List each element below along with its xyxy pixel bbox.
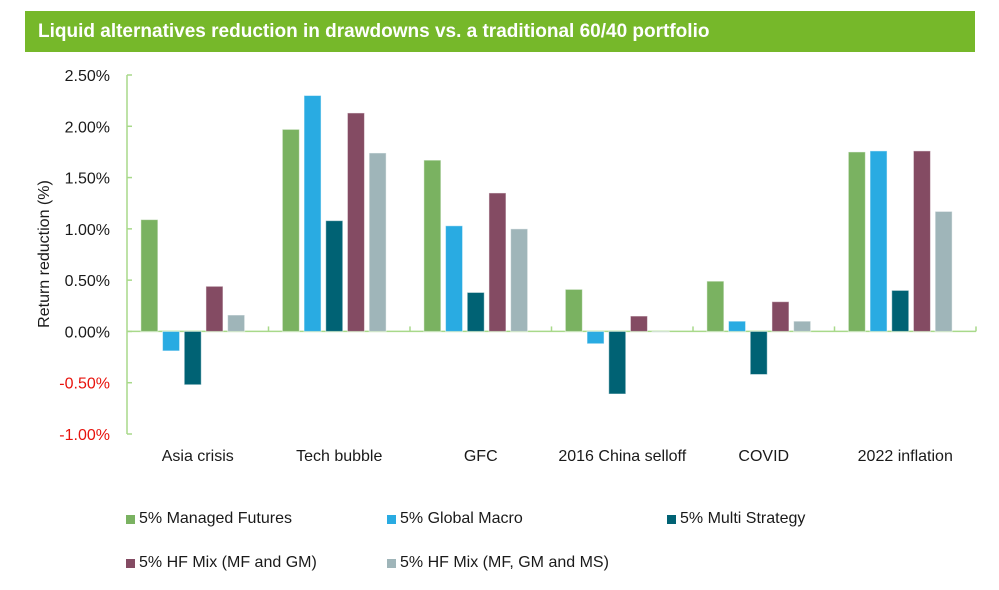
bar: [728, 320, 747, 332]
y-tick-label: 2.50%: [65, 68, 110, 85]
bar: [423, 159, 442, 332]
y-tick-label: 1.00%: [65, 222, 110, 239]
bar: [706, 280, 725, 332]
bar: [847, 151, 866, 332]
legend-label: 5% Managed Futures: [139, 510, 292, 527]
legend-swatch: [126, 558, 135, 568]
x-tick-label: COVID: [738, 448, 789, 465]
bar: [629, 315, 648, 332]
legend-label: 5% Global Macro: [400, 510, 523, 527]
bar: [488, 192, 507, 332]
bar: [346, 112, 365, 332]
bar: [162, 330, 181, 352]
bar: [140, 219, 159, 332]
y-tick-label: -0.50%: [59, 376, 110, 393]
y-tick-label: 2.00%: [65, 119, 110, 136]
bar: [771, 301, 790, 332]
legend-item: 5% Multi Strategy: [667, 510, 805, 528]
bar: [227, 314, 246, 332]
bar: [205, 285, 224, 332]
x-tick-label: Tech bubble: [296, 448, 382, 465]
bar: [466, 291, 485, 332]
legend-label: 5% HF Mix (MF, GM and MS): [400, 554, 609, 571]
bar: [281, 128, 300, 332]
legend-item: 5% Global Macro: [387, 510, 523, 528]
bar: [651, 330, 670, 333]
legend-item: 5% HF Mix (MF, GM and MS): [387, 554, 609, 572]
legend-label: 5% Multi Strategy: [680, 510, 806, 527]
bar: [325, 220, 344, 332]
y-tick-label: 0.50%: [65, 273, 110, 290]
bar: [183, 330, 202, 386]
legend-swatch: [667, 514, 676, 524]
legend-item: 5% Managed Futures: [126, 510, 292, 528]
y-tick-label: 1.50%: [65, 171, 110, 188]
legend-swatch: [126, 514, 135, 524]
chart-title: Liquid alternatives reduction in drawdow…: [25, 11, 975, 52]
x-axis: Asia crisis Tech bubble GFC 2016 China sell…: [127, 326, 977, 465]
y-axis: 2.50% 2.00% 1.50% 1.00% 0.50% 0.00% -0.50% -1.0…: [59, 68, 132, 444]
y-tick-label: 0.00%: [65, 324, 110, 341]
y-tick-label: -1.00%: [59, 427, 110, 444]
bar: [793, 320, 812, 332]
bar: [749, 330, 768, 376]
bar: [912, 150, 931, 332]
bar: [510, 228, 529, 332]
bar: [608, 330, 627, 395]
x-tick-label: 2016 China selloff: [558, 448, 686, 465]
y-axis-label: Return reduction (%): [36, 180, 53, 328]
bars: [140, 95, 953, 395]
legend-item: 5% HF Mix (MF and GM): [126, 554, 317, 572]
x-tick-label: GFC: [464, 448, 498, 465]
bar: [445, 225, 464, 332]
x-tick-label: 2022 inflation: [858, 448, 953, 465]
bar: [891, 289, 910, 332]
bar: [869, 150, 888, 332]
bar: [368, 152, 387, 332]
legend-swatch: [387, 558, 396, 568]
bar: [934, 210, 953, 332]
bar: [303, 95, 322, 332]
x-tick-label: Asia crisis: [162, 448, 234, 465]
legend-label: 5% HF Mix (MF and GM): [139, 554, 317, 571]
bar: [564, 288, 583, 332]
bar: [586, 330, 605, 345]
legend-swatch: [387, 514, 396, 524]
